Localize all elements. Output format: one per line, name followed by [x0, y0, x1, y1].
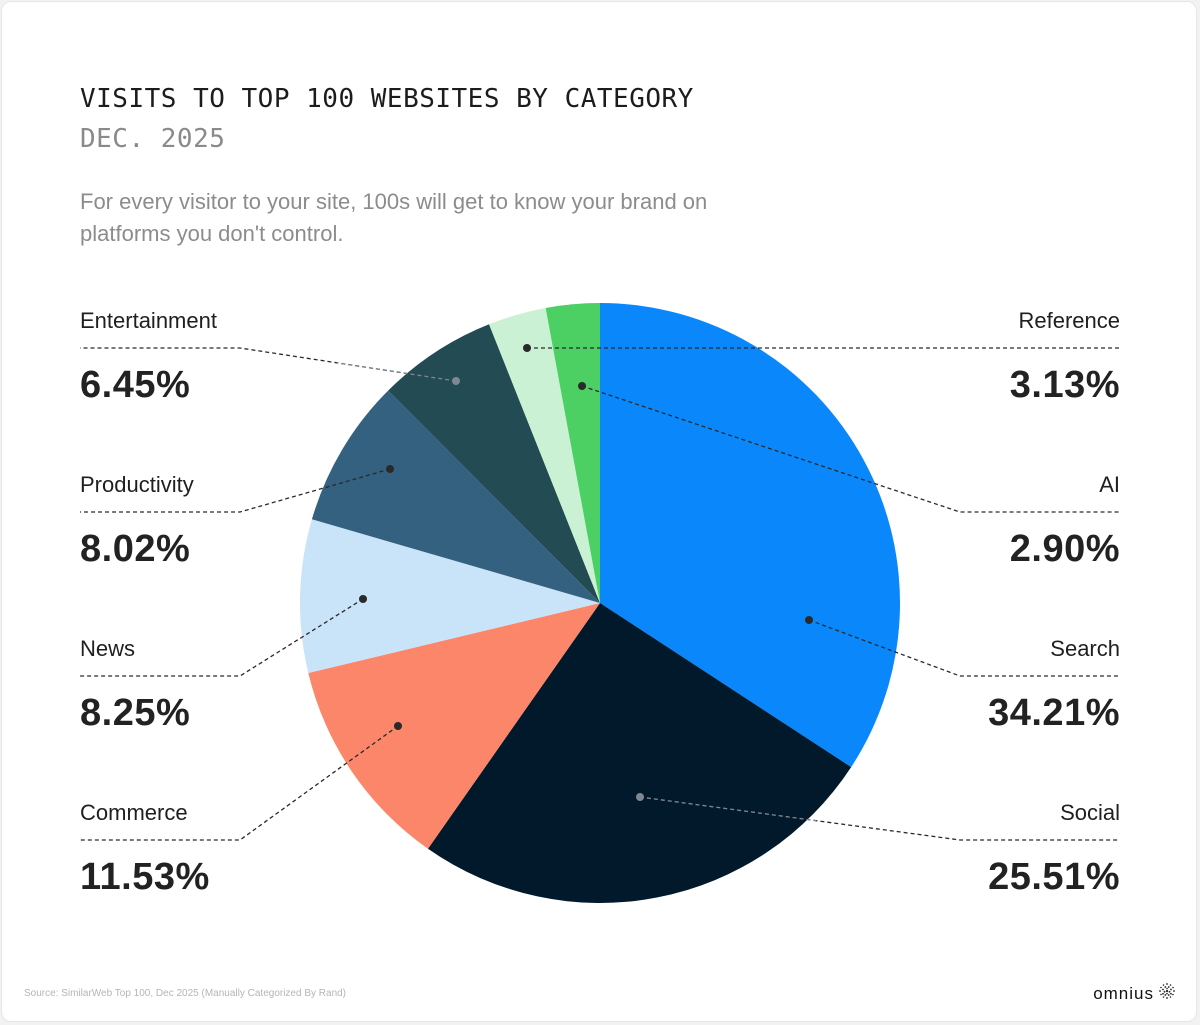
callout-label-search: Search: [1050, 636, 1120, 661]
pie-slice-search: [600, 303, 901, 768]
callout-label-ai: AI: [1099, 472, 1120, 497]
source-note: Source: SimilarWeb Top 100, Dec 2025 (Ma…: [24, 988, 347, 999]
callout-value-search: 34.21%: [988, 692, 1120, 734]
callout-label-reference: Reference: [1018, 308, 1120, 333]
leader-dot-news: [359, 595, 367, 603]
leader-dot-social: [636, 793, 644, 801]
pie-slice-reference: [489, 307, 600, 603]
pie-slice-productivity: [311, 390, 600, 603]
chart-description: For every visitor to your site, 100s wil…: [80, 189, 708, 246]
callout-value-reference: 3.13%: [1009, 364, 1120, 406]
leader-line-inner-entertainment: [337, 362, 457, 382]
leader-dot-entertainment: [452, 377, 460, 385]
leader-line-commerce: [80, 725, 399, 841]
leader-dot-commerce: [394, 722, 402, 730]
callout-label-entertainment: Entertainment: [80, 308, 217, 333]
callout-value-productivity: 8.02%: [80, 528, 191, 570]
callout-value-entertainment: 6.45%: [80, 364, 191, 406]
callout-value-ai: 2.90%: [1009, 528, 1120, 570]
chart-title: VISITS TO TOP 100 WEBSITES BY CATEGORY: [80, 84, 694, 114]
pie-slice-social: [427, 603, 852, 904]
leader-line-inner-social: [639, 796, 817, 822]
dotted-sphere-icon: [1158, 982, 1176, 1005]
callout-value-commerce: 11.53%: [80, 856, 210, 898]
callout-label-productivity: Productivity: [80, 472, 194, 497]
leader-dot-productivity: [386, 465, 394, 473]
pie-slice-commerce: [308, 603, 600, 849]
callout-label-commerce: Commerce: [80, 800, 188, 825]
leader-line-ai: [581, 385, 1120, 513]
callout-label-social: Social: [1060, 800, 1120, 825]
brand-logo: omnius: [1093, 982, 1176, 1005]
leader-dot-reference: [523, 344, 531, 352]
chart-date: DEC. 2025: [80, 124, 226, 154]
leader-lines: [80, 344, 1120, 841]
pie-slice-ai: [545, 303, 600, 603]
pie-slice-news: [300, 519, 600, 674]
leader-line-search: [808, 619, 1120, 677]
callout-label-news: News: [80, 636, 136, 661]
callout-value-social: 25.51%: [988, 856, 1120, 898]
leader-dot-ai: [578, 382, 586, 390]
leader-line-productivity: [80, 468, 391, 513]
pie-slices: [300, 303, 901, 904]
brand-name: omnius: [1093, 983, 1154, 1003]
callout-value-news: 8.25%: [80, 692, 191, 734]
leader-dot-search: [805, 616, 813, 624]
pie-slice-entertainment: [388, 324, 600, 603]
